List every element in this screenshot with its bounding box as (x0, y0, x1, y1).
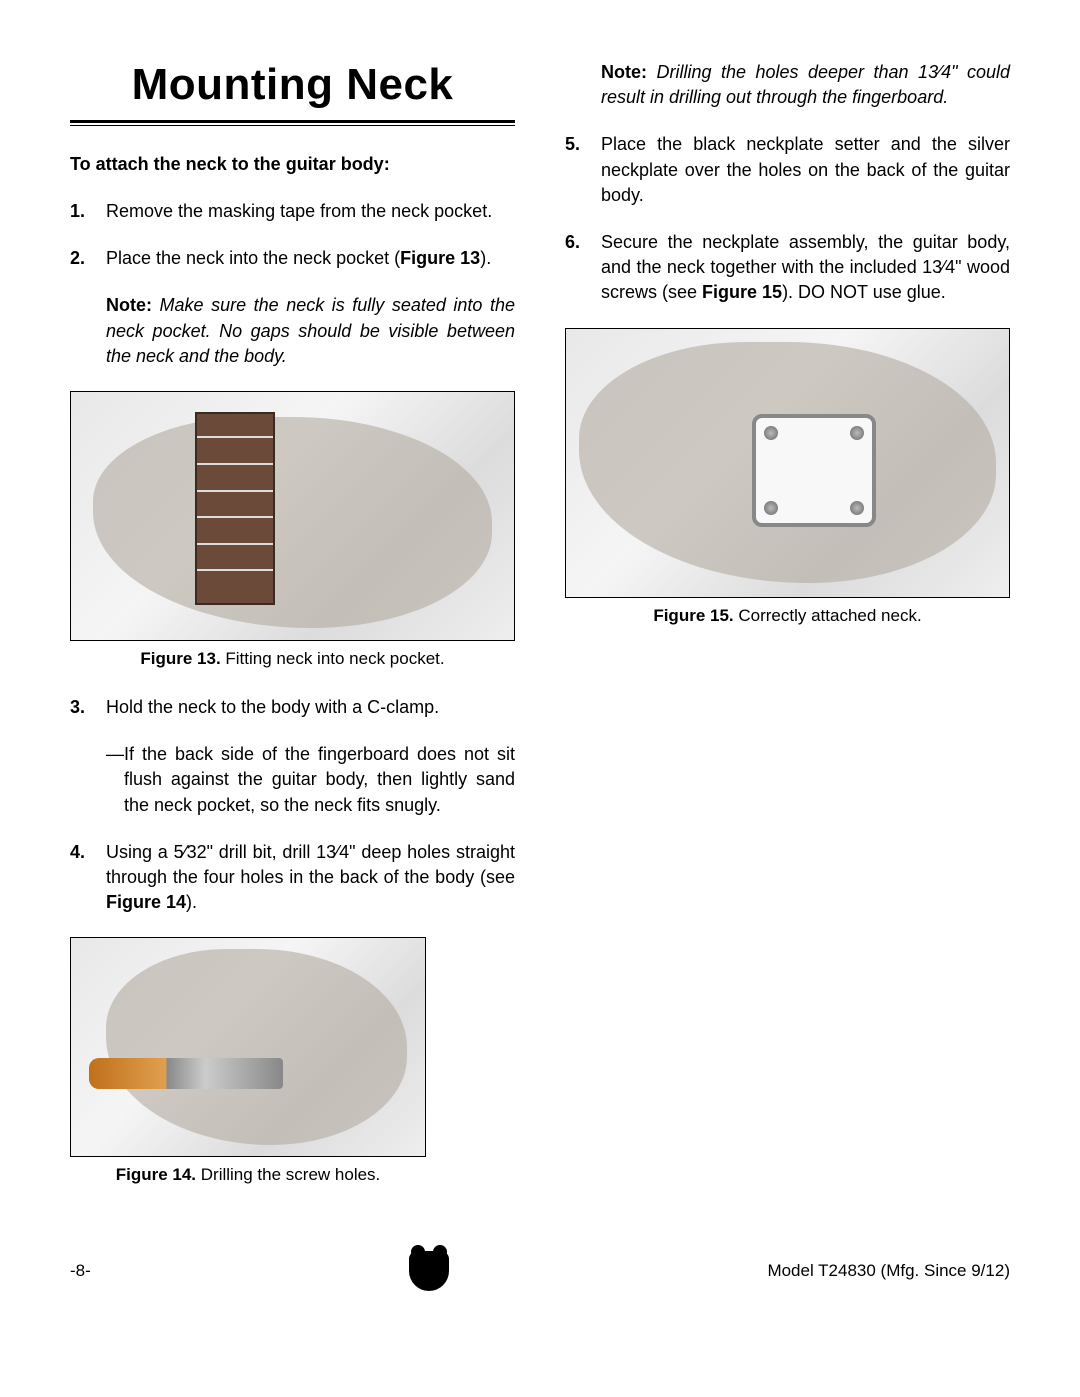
left-column: Mounting Neck To attach the neck to the … (70, 60, 515, 1211)
step-3: Hold the neck to the body with a C-clamp… (70, 695, 515, 720)
figure-13-label: Figure 13. (140, 649, 220, 668)
step-4-frac2: 3⁄4 (326, 842, 349, 862)
note-2-body: Drilling the holes deeper than 13⁄4" cou… (601, 62, 1010, 107)
step-5-text: Place the black neckplate setter and the… (601, 134, 1010, 204)
step-5: Place the black neckplate setter and the… (565, 132, 1010, 208)
figure-13-text: Fitting neck into neck pocket. (221, 649, 445, 668)
step-6-figure-ref: Figure 15 (702, 282, 782, 302)
step-2-text-a: Place the neck into the neck pocket ( (106, 248, 400, 268)
step-4-text-d: ). (186, 892, 197, 912)
step-3-subitem: —If the back side of the fingerboard doe… (70, 742, 515, 818)
steps-list-left-2: Hold the neck to the body with a C-clamp… (70, 695, 515, 720)
step-4-frac1: 5⁄32 (174, 842, 207, 862)
step-2-text-b: ). (480, 248, 491, 268)
right-column: Note: Drilling the holes deeper than 13⁄… (565, 60, 1010, 1211)
figure-15-label: Figure 15. (653, 606, 733, 625)
figure-15-image (565, 328, 1010, 598)
note-1-body: Make sure the neck is fully seated into … (106, 295, 515, 365)
figure-14-label: Figure 14. (116, 1165, 196, 1184)
title-rule-light (70, 125, 515, 126)
intro-text: To attach the neck to the guitar body: (70, 154, 515, 175)
figure-13-caption: Figure 13. Fitting neck into neck pocket… (70, 649, 515, 669)
figure-13-image (70, 391, 515, 641)
step-4-text-b: " drill bit, drill 1 (207, 842, 327, 862)
steps-list-left-3: Using a 5⁄32" drill bit, drill 13⁄4" dee… (70, 840, 515, 916)
figure-14-text: Drilling the screw holes. (196, 1165, 380, 1184)
note-2-label: Note: (601, 62, 647, 82)
note-2: Note: Drilling the holes deeper than 13⁄… (565, 60, 1010, 110)
note-2-text-a: Drilling the holes deeper than 1 (647, 62, 928, 82)
step-4-figure-ref: Figure 14 (106, 892, 186, 912)
note-1: Note: Make sure the neck is fully seated… (70, 293, 515, 369)
step-6: Secure the neckplate assembly, the guita… (565, 230, 1010, 306)
steps-list-left: Remove the masking tape from the neck po… (70, 199, 515, 271)
note-1-label: Note: (106, 295, 152, 315)
step-2-figure-ref: Figure 13 (400, 248, 480, 268)
step-6-text-c: ). DO NOT use glue. (782, 282, 946, 302)
step-2: Place the neck into the neck pocket (Fig… (70, 246, 515, 271)
figure-14-image (70, 937, 426, 1157)
title-rule-heavy (70, 120, 515, 123)
footer-logo-icon (409, 1251, 449, 1291)
model-number: Model T24830 (Mfg. Since 9/12) (767, 1261, 1010, 1281)
page-title: Mounting Neck (70, 60, 515, 110)
step-3-text: Hold the neck to the body with a C-clamp… (106, 697, 439, 717)
figure-15-text: Correctly attached neck. (734, 606, 922, 625)
figure-15-caption: Figure 15. Correctly attached neck. (565, 606, 1010, 626)
figure-14-caption: Figure 14. Drilling the screw holes. (70, 1165, 426, 1185)
step-4: Using a 5⁄32" drill bit, drill 13⁄4" dee… (70, 840, 515, 916)
page-footer: -8- Model T24830 (Mfg. Since 9/12) (70, 1251, 1010, 1291)
step-6-frac: 3⁄4 (932, 257, 955, 277)
step-1: Remove the masking tape from the neck po… (70, 199, 515, 224)
note-2-frac: 3⁄4 (928, 62, 951, 82)
step-1-text: Remove the masking tape from the neck po… (106, 201, 492, 221)
steps-list-right: Place the black neckplate setter and the… (565, 132, 1010, 305)
step-4-text-a: Using a (106, 842, 174, 862)
page-number: -8- (70, 1261, 91, 1281)
